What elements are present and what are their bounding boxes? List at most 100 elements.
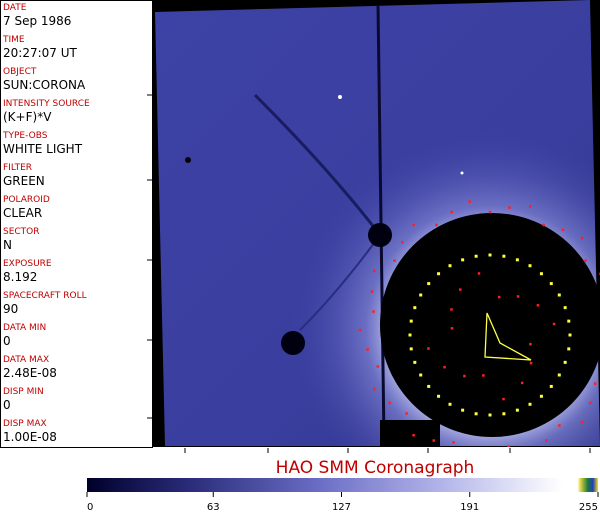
red-dot <box>584 259 587 262</box>
field-label: OBJECT <box>3 67 37 77</box>
yellow-dot <box>557 373 561 377</box>
image-title: HAO SMM Coronagraph <box>276 458 475 478</box>
field-value: 90 <box>3 302 19 316</box>
red-dot <box>372 269 376 273</box>
field-label: DISP MIN <box>3 387 44 397</box>
yellow-dot <box>549 282 553 286</box>
red-dot <box>545 439 548 442</box>
field-label: TIME <box>3 35 25 45</box>
red-dot <box>405 412 408 415</box>
field-label: INTENSITY SOURCE <box>3 99 90 109</box>
yellow-dot <box>515 408 519 412</box>
yellow-dot <box>408 333 412 337</box>
red-dot <box>412 433 415 437</box>
red-dot <box>561 228 565 231</box>
red-dot <box>401 241 404 244</box>
red-dot <box>580 420 584 424</box>
yellow-dot <box>461 258 465 262</box>
yellow-dot <box>563 360 567 364</box>
red-dot <box>497 295 501 299</box>
field-value: 0 <box>3 398 11 412</box>
red-dot <box>459 288 462 291</box>
yellow-dot <box>474 412 478 416</box>
yellow-dot <box>427 282 431 286</box>
yellow-dot <box>563 306 567 310</box>
red-dot <box>520 381 524 385</box>
yellow-dot <box>502 254 506 258</box>
yellow-dot <box>419 293 423 297</box>
field-value: 20:27:07 UT <box>3 46 77 60</box>
coronagraph-image <box>153 0 600 455</box>
red-dot <box>388 401 391 405</box>
red-dot <box>477 272 481 275</box>
red-dot <box>358 328 362 332</box>
field-value: 2.48E-08 <box>3 366 57 380</box>
red-dot <box>529 361 533 365</box>
red-dot <box>468 200 471 203</box>
yellow-dot <box>567 347 571 351</box>
yellow-dot <box>488 413 492 417</box>
red-dot <box>580 236 584 240</box>
field-value: WHITE LIGHT <box>3 142 83 156</box>
red-dot <box>450 308 453 311</box>
field-label: EXPOSURE <box>3 259 52 269</box>
yellow-dot <box>409 347 413 351</box>
yellow-dot <box>568 333 572 337</box>
red-dot <box>542 223 545 227</box>
red-dot <box>508 206 511 209</box>
yellow-dot <box>413 306 417 310</box>
field-value: 0 <box>3 334 11 348</box>
red-dot <box>432 439 436 442</box>
red-dot <box>529 342 532 346</box>
field-label: FILTER <box>3 163 33 173</box>
red-dot <box>536 304 540 307</box>
red-dot <box>443 365 446 369</box>
field-label: DATE <box>3 3 27 13</box>
yellow-dot <box>502 412 506 416</box>
red-dot <box>463 374 466 378</box>
yellow-dot <box>474 254 478 258</box>
field-value: GREEN <box>3 174 45 188</box>
red-dot <box>376 365 380 368</box>
yellow-dot <box>437 394 441 398</box>
red-dot <box>529 452 532 455</box>
red-dot <box>370 290 374 293</box>
yellow-dot <box>448 264 452 268</box>
field-value: SUN:CORONA <box>3 78 86 92</box>
yellow-dot <box>461 408 465 412</box>
field-label: DATA MIN <box>3 323 47 333</box>
red-dot <box>507 445 510 447</box>
red-dot <box>502 397 505 401</box>
field-label: SECTOR <box>3 227 40 237</box>
colorbar-tick-label: 63 <box>207 502 220 512</box>
yellow-dot <box>549 384 553 388</box>
red-dot <box>589 401 592 405</box>
header-panel: DATE 7 Sep 1986 TIME 20:27:07 UT OBJECT SUN:C… <box>0 0 153 448</box>
yellow-dot <box>413 360 417 364</box>
red-dot <box>372 310 375 313</box>
yellow-dot <box>557 293 561 297</box>
colorbar-tick-label: 255 <box>579 502 598 512</box>
red-dot <box>366 348 369 351</box>
field-value: 1.00E-08 <box>3 430 57 444</box>
field-value: 7 Sep 1986 <box>3 14 72 28</box>
field-label: DISP MAX <box>3 419 47 429</box>
red-dot <box>427 347 430 350</box>
red-dot <box>452 441 455 444</box>
yellow-dot <box>515 258 519 262</box>
yellow-dot <box>488 253 492 257</box>
field-label: TYPE-OBS <box>3 131 48 141</box>
red-dot <box>482 374 485 377</box>
colorbar-tick-label: 0 <box>87 502 93 512</box>
red-dot <box>450 327 454 330</box>
red-dot <box>516 295 520 298</box>
red-dot <box>552 322 556 326</box>
red-dot <box>450 210 453 214</box>
yellow-dot <box>539 394 543 398</box>
yellow-dot <box>427 384 431 388</box>
yellow-dot <box>448 402 452 406</box>
colorbar-tick-label: 127 <box>332 502 351 512</box>
red-dot <box>488 210 492 214</box>
